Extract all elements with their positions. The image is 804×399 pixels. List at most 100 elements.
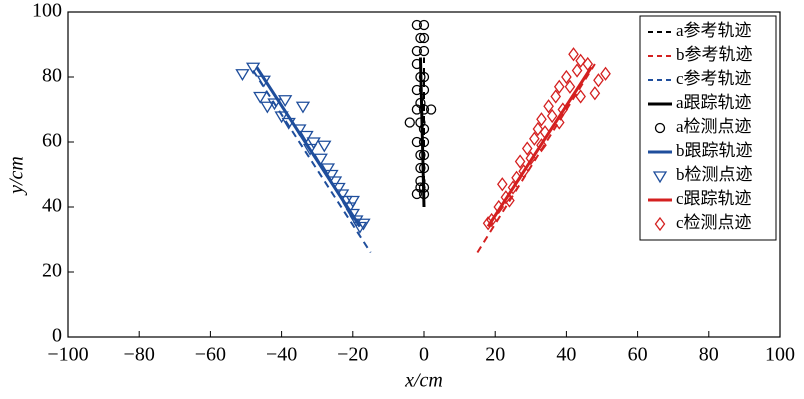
point [418,32,430,44]
point [415,32,426,44]
point [511,170,522,185]
x-tick-label: −100 [47,344,88,366]
point [313,153,328,166]
point [418,149,430,161]
point [582,56,594,72]
point [514,154,526,169]
point [654,216,666,232]
point [404,117,415,128]
point [320,163,336,176]
point [497,177,508,192]
point [521,141,533,156]
legend-label: a检测点迹 [676,117,752,136]
point [654,122,666,134]
y-tick-label: 40 [42,195,62,217]
series-line [486,66,593,228]
point [482,216,494,231]
y-tick-label: 20 [42,260,62,282]
point [235,69,250,82]
point [493,199,505,215]
point [418,45,430,57]
point [418,188,430,200]
point [652,171,668,184]
y-tick-label: 0 [52,325,62,347]
x-tick-label: 100 [765,344,795,366]
point [536,112,547,127]
point [306,137,321,150]
point [507,180,519,195]
point [411,188,423,200]
legend-label: c检测点迹 [676,213,752,232]
legend-label: a参考轨迹 [676,21,752,40]
point [415,162,426,174]
point [418,19,430,31]
point [539,125,551,140]
y-tick-label: 100 [32,0,62,22]
point [418,182,430,193]
point [292,124,307,137]
x-tick-label: 20 [485,344,505,366]
point [418,162,430,174]
point [267,98,282,111]
point [561,69,572,85]
point [338,195,353,208]
point [274,111,289,124]
point [260,101,275,114]
point [411,84,423,96]
x-tick-label: −20 [337,344,368,366]
point [345,195,360,208]
point [486,212,497,228]
x-tick-label: 80 [699,344,719,366]
point [543,99,554,114]
point [245,62,261,75]
x-axis-label: x/cm [404,370,443,392]
point [415,149,426,161]
legend-box [639,15,777,241]
legend-label: b参考轨迹 [676,45,753,64]
point [411,45,423,57]
point [302,143,318,156]
point [411,58,423,70]
series-line [476,63,596,254]
point [529,131,540,146]
point [536,138,547,153]
point [356,218,371,231]
point [418,71,430,83]
legend-label: b检测点迹 [676,165,753,184]
x-tick-label: 0 [419,344,429,366]
point [571,63,583,78]
x-tick-label: −40 [266,344,297,366]
point [553,115,565,130]
point [589,86,601,101]
point [253,91,268,104]
point [546,108,558,124]
point [331,182,346,195]
x-tick-label: 60 [628,344,648,366]
point [564,79,576,94]
point [295,101,311,114]
point [411,104,423,115]
point [550,89,562,104]
legend-label: a跟踪轨迹 [676,93,752,112]
point [411,136,423,148]
point [418,84,430,96]
point [281,117,296,130]
legend-label: c参考轨迹 [676,69,752,88]
point [593,73,604,88]
y-tick-label: 80 [42,65,62,87]
point [575,89,586,104]
point [411,19,423,31]
point [299,130,314,143]
y-axis-label: y/cm [6,156,28,196]
point [418,136,430,148]
point [349,215,364,228]
point [557,102,569,117]
legend-label: c跟踪轨迹 [676,189,752,208]
series-line [252,69,372,254]
point [504,193,515,208]
y-tick-label: 60 [42,130,62,152]
point [324,169,339,182]
x-tick-label: −60 [195,344,226,366]
point [553,79,565,94]
